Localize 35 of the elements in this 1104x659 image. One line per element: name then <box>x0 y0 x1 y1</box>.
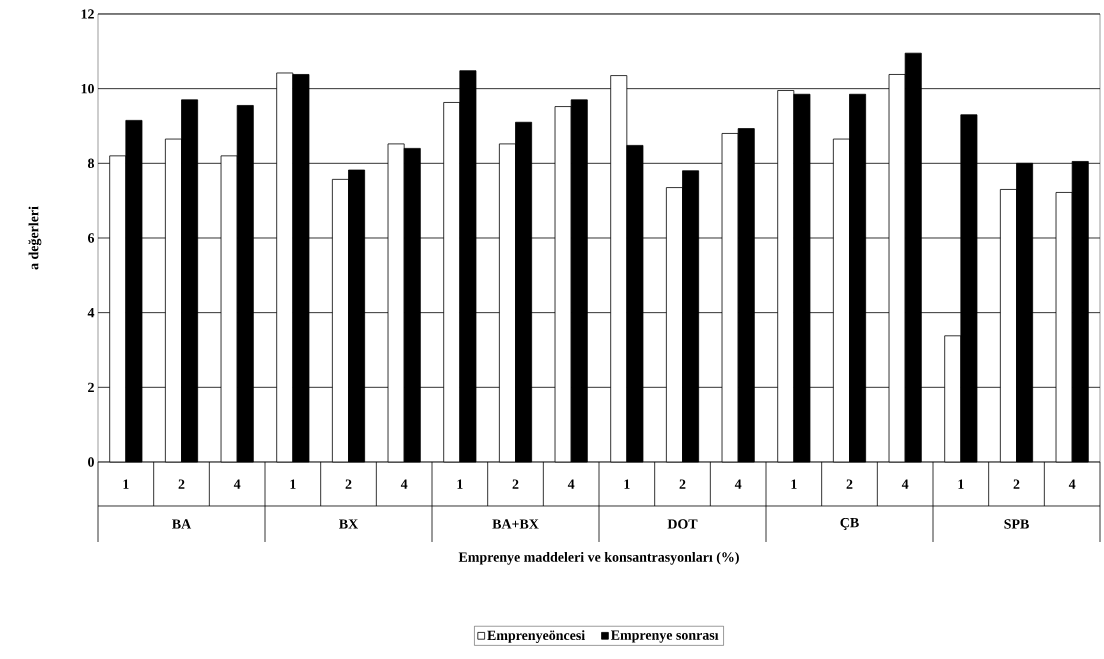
x-tick-label: 2 <box>679 479 686 489</box>
legend-label: Emprenye sonrası <box>610 630 719 643</box>
y-tick-label: 10 <box>81 83 94 94</box>
y-axis-title: a değerleri <box>28 206 42 270</box>
x-tick-label: 2 <box>345 479 352 489</box>
y-tick-label: 4 <box>87 308 95 318</box>
x-tick-label: 1 <box>457 479 463 489</box>
y-tick-label: 8 <box>87 158 95 169</box>
text: ÇB <box>840 517 859 531</box>
x-tick-label: 4 <box>734 479 742 489</box>
x-tick-label: 4 <box>901 479 909 489</box>
text: BX <box>339 519 359 529</box>
y-tick-label: 12 <box>81 9 94 19</box>
text: BA <box>172 519 192 529</box>
y-tick-label: 2 <box>88 382 94 392</box>
x-tick-label: 4 <box>567 479 575 489</box>
x-tick-label: 4 <box>400 479 408 489</box>
y-tick-label: 6 <box>88 233 95 243</box>
text: DOT <box>667 519 698 529</box>
legend-label: Emprenyeöncesi <box>487 630 585 643</box>
x-tick-label: 1 <box>791 479 797 489</box>
x-tick-label: 1 <box>958 479 964 489</box>
x-tick-label: 2 <box>1013 479 1020 489</box>
x-tick-label: 1 <box>624 479 630 489</box>
x-tick-label: 2 <box>178 479 185 489</box>
x-tick-label: 1 <box>290 479 296 489</box>
x-tick-label: 4 <box>233 479 241 489</box>
text: SPB <box>1004 519 1029 529</box>
x-tick-label: 2 <box>512 479 519 489</box>
x-tick-label: 1 <box>123 479 129 489</box>
text: BA+BX <box>492 519 539 529</box>
x-axis-title: Emprenye maddeleri ve konsantrasyonları (%) <box>458 551 739 565</box>
x-tick-label: 4 <box>1068 479 1076 489</box>
y-tick-label: 0 <box>88 457 94 467</box>
x-tick-label: 2 <box>846 479 853 489</box>
